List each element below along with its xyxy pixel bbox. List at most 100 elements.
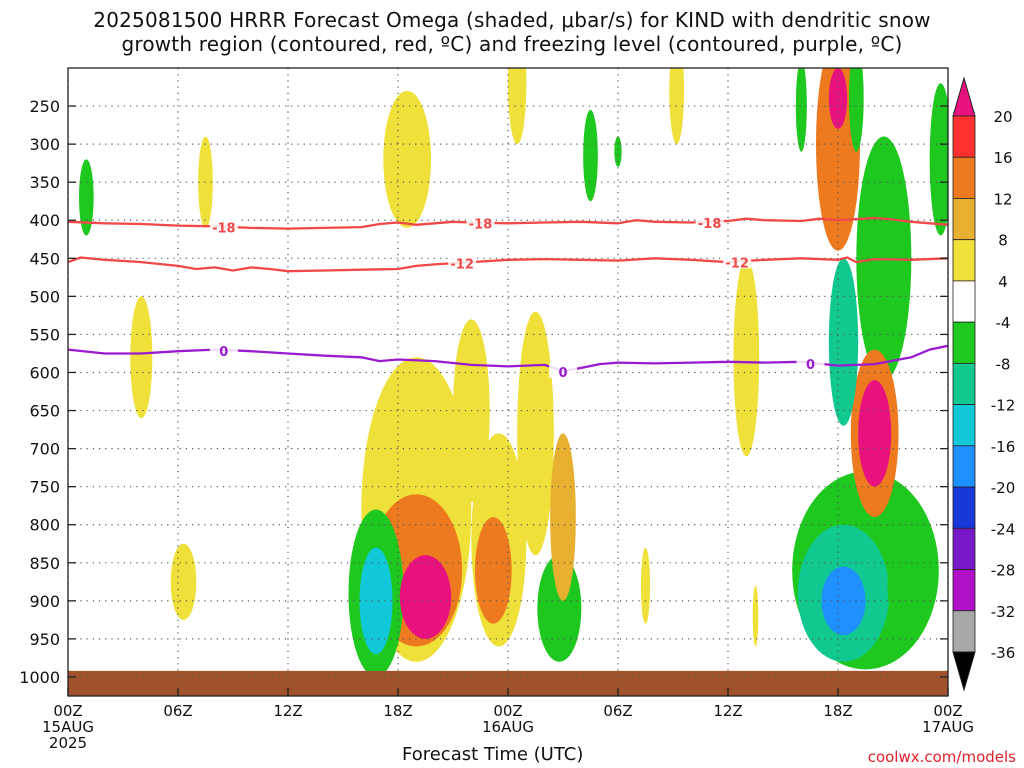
y-tick-label-850: 850 bbox=[29, 554, 60, 573]
colorbar-swatch-4 bbox=[952, 280, 976, 323]
omega-cell-29 bbox=[583, 109, 598, 202]
y-tick-label-750: 750 bbox=[29, 478, 60, 497]
isotherm-label-bg-1-0 bbox=[448, 254, 477, 270]
colorbar-swatch--4 bbox=[952, 321, 976, 364]
chart-title-line-2: growth region (contoured, red, ºC) and f… bbox=[121, 32, 903, 56]
x-tick-label-h12: 12Z bbox=[273, 702, 302, 720]
omega-cell-15 bbox=[399, 555, 452, 639]
x-tick-label-h0: 00Z bbox=[53, 702, 82, 720]
colorbar-label--8: -8 bbox=[996, 355, 1011, 373]
isotherm-label-bg-2-2 bbox=[796, 354, 825, 370]
omega-cell-16 bbox=[550, 433, 576, 601]
isotherm-label-bg-1-1 bbox=[723, 253, 752, 269]
isotherm-label-bg-0-1 bbox=[466, 214, 495, 230]
colorbar-label--24: -24 bbox=[991, 520, 1016, 538]
y-tick-label-600: 600 bbox=[29, 363, 60, 382]
x-tick-year-h0: 2025 bbox=[49, 734, 87, 752]
x-tick-label-h48: 00Z bbox=[933, 702, 962, 720]
isotherm-label-0-1: -18 bbox=[469, 218, 493, 233]
colorbar-swatch--24 bbox=[952, 527, 976, 570]
colorbar-swatch--20 bbox=[952, 486, 976, 529]
y-tick-label-650: 650 bbox=[29, 402, 60, 421]
colorbar-label-12: 12 bbox=[993, 190, 1012, 208]
source-credit: coolwx.com/models bbox=[867, 748, 1016, 766]
colorbar-label-8: 8 bbox=[998, 232, 1008, 250]
contour-labels: -18 -18 -18 -12 -12 0 0 0 bbox=[209, 213, 825, 381]
colorbar-label--32: -32 bbox=[991, 603, 1016, 621]
y-tick-label-400: 400 bbox=[29, 211, 60, 230]
omega-cell-12 bbox=[733, 258, 760, 457]
colorbar-label--16: -16 bbox=[991, 438, 1016, 456]
omega-cell-19 bbox=[858, 380, 892, 487]
x-tick-label-h36: 12Z bbox=[713, 702, 742, 720]
omega-cell-6 bbox=[816, 68, 860, 251]
isotherm-label-0-2: -18 bbox=[698, 217, 722, 232]
omega-cell-26 bbox=[849, 68, 864, 152]
isotherm-label-bg-2-1 bbox=[549, 362, 577, 378]
omega-cell-20 bbox=[929, 83, 948, 236]
omega-cell-35 bbox=[614, 136, 622, 167]
y-tick-label-450: 450 bbox=[29, 249, 60, 268]
x-tick-label-h18: 18Z bbox=[383, 702, 412, 720]
y-tick-label-700: 700 bbox=[29, 440, 60, 459]
colorbar-swatch--28 bbox=[952, 569, 976, 612]
chart-title-line-1: 2025081500 HRRR Forecast Omega (shaded, … bbox=[93, 8, 931, 32]
colorbar-label--36: -36 bbox=[991, 644, 1016, 662]
isotherm-label-2-2: 0 bbox=[806, 358, 815, 373]
colorbar-swatch-12 bbox=[952, 198, 976, 241]
isotherm-label-bg-0-0 bbox=[209, 218, 238, 234]
colorbar-swatch--8 bbox=[952, 362, 976, 406]
x-axis-title: Forecast Time (UTC) bbox=[402, 744, 584, 765]
y-tick-label-1000: 1000 bbox=[19, 668, 60, 687]
colorbar-swatch--32 bbox=[952, 610, 976, 653]
colorbar-swatch--16 bbox=[952, 445, 976, 488]
omega-cell-18 bbox=[359, 547, 393, 655]
omega-cell-13 bbox=[828, 258, 859, 426]
x-tick-label-h42: 18Z bbox=[823, 702, 852, 720]
colorbar-swatch-16 bbox=[952, 156, 976, 199]
omega-cell-24 bbox=[508, 68, 527, 145]
y-tick-label-300: 300 bbox=[29, 135, 60, 154]
omega-cell-11 bbox=[383, 90, 431, 228]
colorbar-label--28: -28 bbox=[991, 562, 1016, 580]
colorbar-label-16: 16 bbox=[993, 149, 1012, 167]
x-tick-date-h0: 15AUG bbox=[42, 718, 94, 736]
y-tick-label-500: 500 bbox=[29, 287, 60, 306]
y-tick-label-900: 900 bbox=[29, 592, 60, 611]
isotherm-label-1-0: -12 bbox=[450, 258, 474, 273]
y-tick-label-800: 800 bbox=[29, 516, 60, 535]
colorbar-label--20: -20 bbox=[991, 479, 1016, 497]
omega-cell-8 bbox=[517, 311, 554, 556]
colorbar: 20 16 12 8 4 -4 -8 -12 -16 -20 -24 -28 -32 -36 bbox=[952, 76, 1016, 692]
omega-cell-33 bbox=[640, 547, 651, 624]
omega-cell-34 bbox=[752, 585, 759, 647]
isotherm-0 bbox=[68, 216, 948, 230]
colorbar-top-arrow bbox=[952, 76, 976, 117]
isotherm-1 bbox=[68, 256, 948, 273]
x-tick-date-h24: 16AUG bbox=[482, 718, 534, 736]
isotherm-label-1-1: -12 bbox=[725, 257, 749, 272]
isotherm-label-2-1: 0 bbox=[558, 366, 567, 381]
omega-cell-23 bbox=[887, 539, 917, 632]
colorbar-label-20: 20 bbox=[993, 108, 1012, 126]
colorbar-bottom-arrow bbox=[952, 651, 976, 692]
omega-cell-32 bbox=[795, 68, 807, 152]
omega-cell-17 bbox=[475, 517, 512, 624]
omega-cell-27 bbox=[669, 68, 684, 145]
y-axis-ticks: 250 300 350 400 450 500 550 600 650 700 750 800 850 9… bbox=[19, 97, 948, 687]
colorbar-swatch-8 bbox=[952, 239, 976, 282]
colorbar-label--4: -4 bbox=[996, 314, 1011, 332]
x-tick-label-h6: 06Z bbox=[163, 702, 192, 720]
isotherm-label-0-0: -18 bbox=[212, 222, 236, 237]
omega-cell-30 bbox=[828, 68, 848, 129]
isotherm-label-bg-2-0 bbox=[209, 342, 238, 358]
y-tick-label-950: 950 bbox=[29, 630, 60, 649]
x-tick-label-h24: 00Z bbox=[493, 702, 522, 720]
omega-cell-22 bbox=[130, 296, 153, 419]
y-tick-label-250: 250 bbox=[29, 97, 60, 116]
colorbar-label-4: 4 bbox=[998, 273, 1008, 291]
omega-cell-25 bbox=[170, 543, 197, 620]
